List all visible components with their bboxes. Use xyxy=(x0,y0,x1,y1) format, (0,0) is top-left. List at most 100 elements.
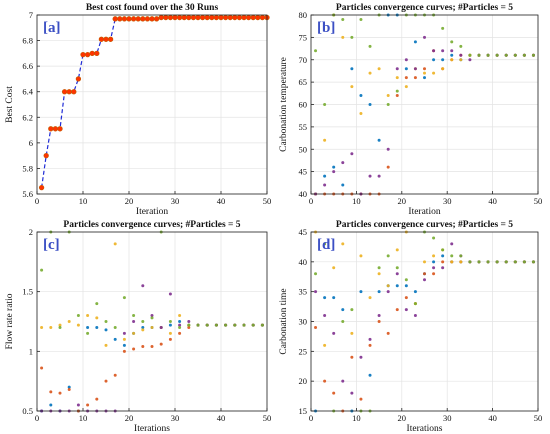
x-axis-label: Iteration xyxy=(408,207,440,217)
data-point xyxy=(386,284,390,288)
y-tick-label: 5.8 xyxy=(22,163,33,173)
data-point xyxy=(450,242,454,246)
x-axis-label: Iterations xyxy=(407,424,443,434)
data-point xyxy=(450,254,454,258)
data-point xyxy=(178,331,182,335)
data-point xyxy=(150,316,154,320)
data-point xyxy=(141,325,145,329)
data-point xyxy=(159,325,163,329)
data-point xyxy=(341,161,345,165)
data-point xyxy=(477,260,481,264)
data-point xyxy=(504,53,508,57)
data-point xyxy=(386,165,390,169)
data-point xyxy=(187,320,191,323)
data-point xyxy=(522,53,526,57)
data-point xyxy=(404,85,408,89)
data-point xyxy=(38,184,45,191)
data-point xyxy=(122,343,126,347)
data-point xyxy=(468,58,472,62)
data-point xyxy=(135,16,141,22)
data-point xyxy=(104,328,108,332)
data-point xyxy=(245,14,252,21)
data-point xyxy=(386,147,390,151)
data-point xyxy=(104,320,108,323)
data-point xyxy=(190,14,197,21)
data-point xyxy=(121,16,128,22)
data-point xyxy=(141,284,145,288)
x-tick-label: 0 xyxy=(309,196,313,206)
panel-label: [a] xyxy=(43,20,61,36)
y-tick-label: 30 xyxy=(299,317,308,327)
data-point xyxy=(314,325,318,329)
data-point xyxy=(61,89,68,95)
x-tick-label: 20 xyxy=(125,413,134,423)
x-tick-label: 20 xyxy=(398,413,407,423)
x-tick-label: 40 xyxy=(488,196,497,206)
data-point xyxy=(513,53,517,57)
y-axis-label: Best Cost xyxy=(5,86,15,123)
data-point xyxy=(495,260,499,264)
data-point xyxy=(350,152,354,156)
chart-title: Particles convergence curves; #Particles… xyxy=(336,220,513,230)
data-point xyxy=(122,296,126,300)
data-point xyxy=(104,379,108,383)
data-point xyxy=(95,397,99,401)
y-tick-label: 7 xyxy=(29,10,33,20)
data-point xyxy=(40,366,44,370)
data-point xyxy=(395,76,399,80)
data-point xyxy=(86,403,90,407)
data-point xyxy=(404,296,408,300)
y-tick-label: 6.4 xyxy=(22,87,33,97)
y-tick-label: 6.6 xyxy=(22,61,33,71)
data-point xyxy=(413,290,417,294)
data-point xyxy=(159,342,163,346)
data-point xyxy=(141,328,145,332)
x-tick-label: 30 xyxy=(171,196,180,206)
data-point xyxy=(441,49,445,53)
data-point xyxy=(227,14,233,21)
data-point xyxy=(404,284,408,288)
data-point xyxy=(314,49,318,53)
panel-label: [d] xyxy=(317,237,335,253)
data-point xyxy=(377,290,381,294)
data-point xyxy=(404,58,408,62)
data-point xyxy=(314,290,318,294)
data-point xyxy=(350,355,354,359)
data-point xyxy=(332,266,336,270)
data-point xyxy=(43,152,49,159)
y-tick-label: 40 xyxy=(299,189,308,199)
data-point xyxy=(350,85,354,89)
x-tick-label: 30 xyxy=(443,196,452,206)
data-point xyxy=(144,16,151,22)
data-point xyxy=(80,51,86,58)
data-point xyxy=(441,266,445,270)
y-tick-label: 0.5 xyxy=(22,406,33,416)
data-point xyxy=(67,385,71,389)
y-tick-label: 70 xyxy=(299,55,308,65)
data-point xyxy=(359,17,363,21)
data-point xyxy=(332,331,336,335)
y-tick-label: 55 xyxy=(299,122,308,132)
data-point xyxy=(368,103,372,106)
x-tick-label: 20 xyxy=(398,196,407,206)
data-point xyxy=(236,14,243,21)
data-point xyxy=(441,254,445,258)
data-point xyxy=(48,126,54,132)
data-point xyxy=(232,14,238,21)
data-point xyxy=(459,44,463,48)
data-point xyxy=(250,14,256,21)
data-point xyxy=(486,53,490,57)
y-tick-label: 1 xyxy=(29,346,33,356)
data-point xyxy=(241,14,247,21)
y-tick-label: 40 xyxy=(299,257,308,267)
data-point xyxy=(323,296,327,300)
data-point xyxy=(377,266,381,270)
data-point xyxy=(395,266,399,270)
data-point xyxy=(341,35,345,39)
data-point xyxy=(113,373,117,377)
x-tick-label: 50 xyxy=(534,413,543,423)
data-point xyxy=(450,58,454,62)
x-tick-label: 40 xyxy=(488,413,497,423)
data-point xyxy=(67,388,71,392)
x-tick-label: 10 xyxy=(79,196,88,206)
